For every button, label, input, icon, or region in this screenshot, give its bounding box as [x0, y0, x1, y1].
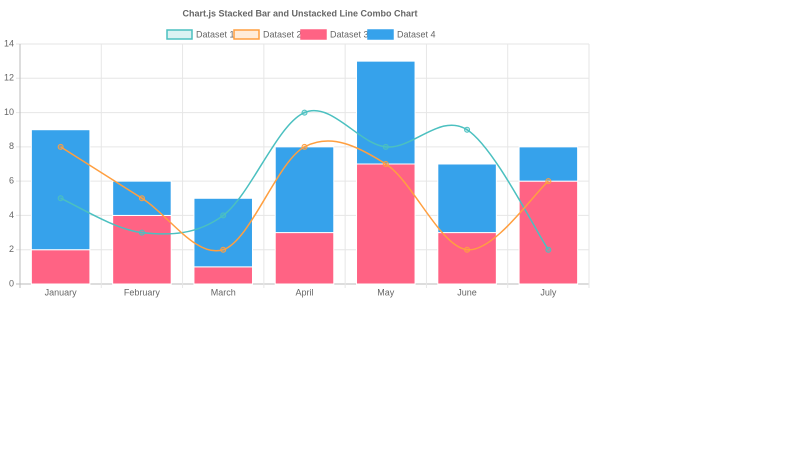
point — [382, 161, 389, 167]
y-tick-label: 14 — [4, 38, 14, 48]
bar — [518, 146, 579, 182]
bar — [437, 163, 497, 234]
y-tick-label: 8 — [9, 141, 14, 151]
line — [60, 109, 549, 251]
x-tick-label: June — [457, 287, 477, 297]
y-tick-label: 2 — [9, 244, 14, 254]
point — [57, 195, 64, 202]
point — [220, 212, 227, 219]
bar — [193, 266, 253, 285]
point — [220, 246, 227, 253]
x-tick-label: May — [377, 287, 395, 297]
bar — [518, 180, 579, 285]
legend-swatch — [233, 29, 260, 40]
bar — [30, 249, 91, 285]
x-tick-label: July — [540, 287, 557, 297]
legend-swatch — [300, 29, 327, 40]
bar — [437, 232, 497, 285]
bar — [274, 146, 335, 234]
legend-label: Dataset 1 — [196, 29, 235, 39]
bar — [274, 232, 335, 285]
point — [138, 229, 145, 236]
legend-label: Dataset 3 — [330, 29, 369, 39]
point — [301, 143, 308, 150]
legend-swatch — [367, 29, 394, 40]
x-tick-label: April — [295, 287, 313, 297]
line — [60, 140, 549, 252]
lines — [57, 109, 552, 253]
y-tick-label: 10 — [4, 107, 14, 117]
legend-label: Dataset 4 — [397, 29, 436, 39]
bars — [30, 60, 579, 285]
x-tick-label: February — [124, 287, 161, 297]
x-tick-label: January — [45, 287, 78, 297]
point — [545, 246, 552, 253]
chart-title: Chart.js Stacked Bar and Unstacked Line … — [182, 8, 417, 18]
point — [545, 178, 552, 185]
bar — [356, 163, 416, 285]
y-tick-label: 12 — [4, 73, 14, 83]
point — [382, 143, 389, 150]
point — [138, 195, 145, 202]
point — [464, 126, 471, 133]
bar — [30, 129, 91, 251]
x-tick-label: March — [211, 287, 236, 297]
legend-swatch — [166, 29, 193, 40]
bar — [112, 214, 172, 285]
y-tick-label: 4 — [9, 210, 14, 220]
point — [464, 246, 471, 253]
point — [57, 143, 64, 150]
y-tick-label: 6 — [9, 176, 14, 186]
labels: 0 2 4 6 8 10 12 14 January February March April May J… — [4, 29, 557, 297]
point — [301, 109, 308, 116]
y-tick-label: 0 — [9, 278, 14, 288]
legend-label: Dataset 2 — [263, 29, 302, 39]
